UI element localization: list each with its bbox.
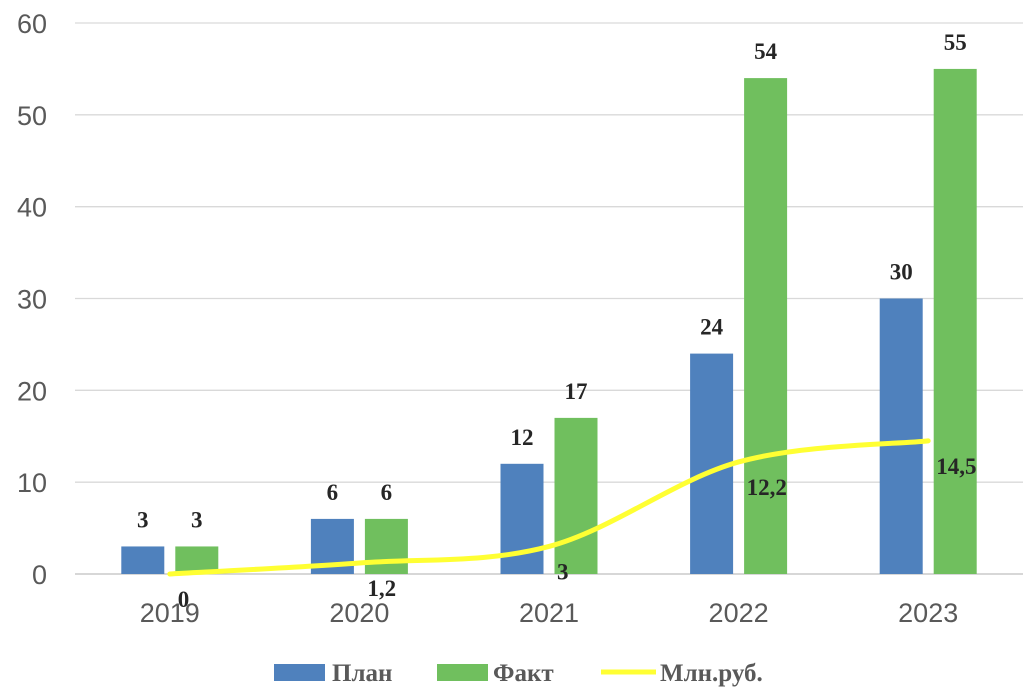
line-Млн.руб.	[167, 438, 931, 577]
bar-data-label: 24	[700, 315, 724, 340]
legend-label-fact: Факт	[493, 660, 554, 687]
gridlines	[75, 22, 1023, 575]
bar-data-label: 55	[944, 30, 967, 55]
legend: План Факт Млн.руб.	[274, 660, 763, 687]
bar-data-label: 12	[511, 425, 534, 450]
bar-data-label: 3	[191, 507, 203, 532]
bar-data-label: 6	[327, 480, 339, 505]
bar-План-2021	[500, 463, 544, 574]
line-data-label: 14,5	[936, 454, 976, 479]
legend-label-plan: План	[332, 660, 392, 687]
legend-swatch-fact	[437, 664, 488, 681]
y-tick-label: 0	[32, 560, 47, 590]
bar-Факт-2022	[744, 78, 788, 574]
bar-data-label: 3	[137, 507, 149, 532]
x-tick-label: 2022	[709, 598, 769, 628]
line-data-label: 12,2	[747, 475, 787, 500]
x-axis-ticks: 2019 2020 2021 2022 2023	[140, 598, 958, 628]
line-series	[167, 438, 931, 577]
legend-swatch-plan	[274, 664, 325, 681]
y-tick-label: 60	[17, 9, 47, 39]
y-axis-ticks: 0 10 20 30 40 50 60	[17, 9, 47, 590]
bar-Факт-2021	[554, 417, 598, 574]
bar-Факт-2023	[933, 68, 977, 575]
y-tick-label: 40	[17, 193, 47, 223]
line-data-label: 0	[178, 587, 190, 612]
y-tick-label: 30	[17, 285, 47, 315]
bar-data-label: 30	[890, 260, 913, 285]
bar-Факт-2020	[364, 518, 408, 574]
legend-label-mln: Млн.руб.	[660, 660, 763, 687]
y-tick-label: 10	[17, 468, 47, 498]
line-data-label: 1,2	[367, 576, 396, 601]
bar-data-label: 54	[754, 39, 778, 64]
bar-data-label: 6	[381, 480, 393, 505]
line-data-label: 3	[557, 559, 569, 584]
x-tick-label: 2020	[329, 598, 389, 628]
x-tick-label: 2023	[898, 598, 958, 628]
x-tick-label: 2019	[140, 598, 200, 628]
bars	[121, 68, 977, 575]
data-labels: 3 3 6 6 12 17 24 54 30 55 0 1,2 3 12,2 14,5	[137, 30, 976, 612]
bar-План-2023	[879, 298, 923, 574]
x-tick-label: 2021	[519, 598, 579, 628]
y-tick-label: 50	[17, 101, 47, 131]
bar-План-2019	[121, 546, 165, 574]
bar-data-label: 17	[565, 379, 588, 404]
y-tick-label: 20	[17, 376, 47, 406]
